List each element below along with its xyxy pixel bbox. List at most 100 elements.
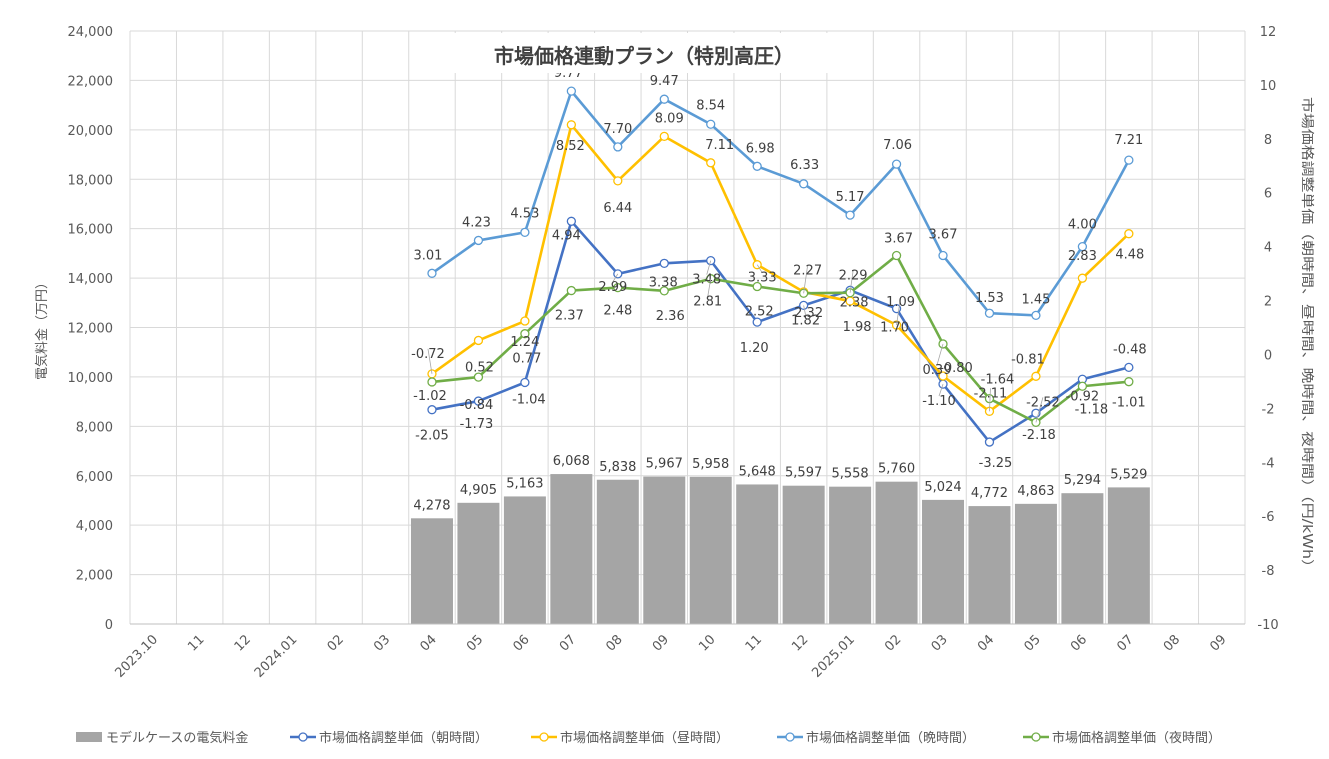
line-data-label: 9.47 xyxy=(650,74,679,89)
line-data-label: -1.02 xyxy=(413,389,447,404)
line-point xyxy=(520,329,530,339)
line-data-label: 3.01 xyxy=(414,248,443,263)
line-point xyxy=(1124,229,1134,239)
line-point xyxy=(752,281,762,292)
line-data-label: 2.38 xyxy=(840,295,869,310)
line-data-label: 8.52 xyxy=(556,139,585,154)
line-point xyxy=(938,371,948,381)
series-line xyxy=(431,123,1130,413)
line-data-label: 2.52 xyxy=(745,305,774,320)
line-point xyxy=(659,258,669,268)
line-data-label: 3.48 xyxy=(692,273,721,288)
bar-data-label: 5,294 xyxy=(1064,473,1101,488)
y-right-tick-label: 0 xyxy=(1264,348,1272,363)
line-point xyxy=(1124,155,1134,165)
y-right-tick-label: 4 xyxy=(1264,241,1272,256)
line-point xyxy=(566,86,577,96)
line-point xyxy=(520,227,530,238)
bar-data-label: 4,863 xyxy=(1017,484,1054,499)
legend-swatch-marker xyxy=(298,732,308,742)
line-data-label: 1.09 xyxy=(886,295,915,310)
line-data-label: 2.83 xyxy=(1068,249,1097,264)
line-data-label: -1.64 xyxy=(981,373,1015,388)
line-data-label: -0.92 xyxy=(1066,389,1100,404)
bar-data-label: 4,278 xyxy=(413,498,450,513)
y-left-tick-label: 22,000 xyxy=(68,74,114,89)
line-data-label: 4.94 xyxy=(552,228,581,243)
line-point xyxy=(1124,377,1134,387)
line-point xyxy=(613,142,623,152)
legend-label: 市場価格調整単価（昼時間） xyxy=(560,730,729,746)
line-point xyxy=(473,335,484,346)
y-left-axis-title: 電気料金（万円） xyxy=(34,276,50,380)
line-data-label: 1.45 xyxy=(1021,292,1050,307)
line-point xyxy=(473,235,484,246)
line-data-label: 7.11 xyxy=(705,138,734,153)
line-point xyxy=(706,119,716,129)
legend-swatch-bar xyxy=(76,732,102,742)
line-point xyxy=(613,282,623,293)
y-right-axis-title: 市場価格調整単価（朝時間、昼時間、晩時間、夜時間）（円/kWh） xyxy=(1299,97,1315,575)
y-right-tick-label: -4 xyxy=(1262,456,1275,471)
leader-line xyxy=(756,264,763,273)
line-data-label: 2.32 xyxy=(794,306,823,321)
y-right-tick-label: -6 xyxy=(1262,510,1275,525)
line-point xyxy=(891,250,902,261)
leader-line xyxy=(896,297,901,326)
data-labels: 4,278 4,905 5,163 6,068 5,838 5,967 5,958 5,648… xyxy=(411,66,1147,513)
bar xyxy=(457,502,500,624)
line-point xyxy=(1077,273,1088,283)
bar-data-label: 5,958 xyxy=(692,457,729,472)
bar-data-label: 4,772 xyxy=(971,486,1008,501)
line-data-label: -0.81 xyxy=(1011,352,1045,367)
line-point xyxy=(1077,381,1088,391)
line-point xyxy=(659,286,669,296)
y-right-tick-label: 10 xyxy=(1260,79,1277,94)
bar xyxy=(550,474,593,624)
line-point xyxy=(427,377,437,387)
line-data-label: -3.25 xyxy=(979,456,1013,471)
line-data-label: 3.33 xyxy=(748,271,777,286)
line-point xyxy=(473,372,484,382)
bar xyxy=(875,481,918,624)
line-data-label: 0.77 xyxy=(512,352,541,367)
leader-line xyxy=(849,270,854,293)
line-point xyxy=(520,377,530,388)
y-left-tick-label: 14,000 xyxy=(68,272,114,287)
line-point xyxy=(427,268,437,278)
y-left-tick-label: 4,000 xyxy=(76,519,113,534)
leader-line xyxy=(1035,397,1044,423)
leader-line xyxy=(936,343,944,366)
y-left-tick-label: 24,000 xyxy=(68,25,114,40)
line-data-label: 4.00 xyxy=(1068,218,1097,233)
legend-label: 市場価格調整単価（夜時間） xyxy=(1052,730,1221,746)
series-line xyxy=(431,254,1129,424)
bar xyxy=(1061,493,1104,624)
bar-data-label: 5,163 xyxy=(506,476,543,491)
line-point xyxy=(473,396,484,406)
line-data-label: 2.27 xyxy=(793,263,822,278)
line-point xyxy=(845,210,855,220)
line-data-label: 4.23 xyxy=(462,215,491,230)
line-data-label: -2.18 xyxy=(1022,428,1056,443)
leader-line xyxy=(706,260,712,275)
line-point xyxy=(613,176,623,186)
line-point xyxy=(659,94,669,104)
line-data-label: -1.10 xyxy=(922,394,956,409)
line-data-label: 7.70 xyxy=(603,122,632,137)
line-point xyxy=(1031,371,1041,381)
bar xyxy=(922,499,965,624)
legend-swatch-marker xyxy=(1031,732,1041,742)
leader-line xyxy=(989,388,991,412)
y-left-tick-label: 2,000 xyxy=(76,569,113,584)
line-data-label: -0.48 xyxy=(1113,342,1147,357)
line-point xyxy=(520,316,530,326)
line-data-label: 6.33 xyxy=(790,158,819,173)
y-left-tick-label: 6,000 xyxy=(76,470,113,485)
leader-line xyxy=(803,305,807,316)
line-data-label: 4.48 xyxy=(1115,248,1144,263)
line-data-label: -0.72 xyxy=(411,347,445,362)
line-data-label: 1.20 xyxy=(740,341,769,356)
